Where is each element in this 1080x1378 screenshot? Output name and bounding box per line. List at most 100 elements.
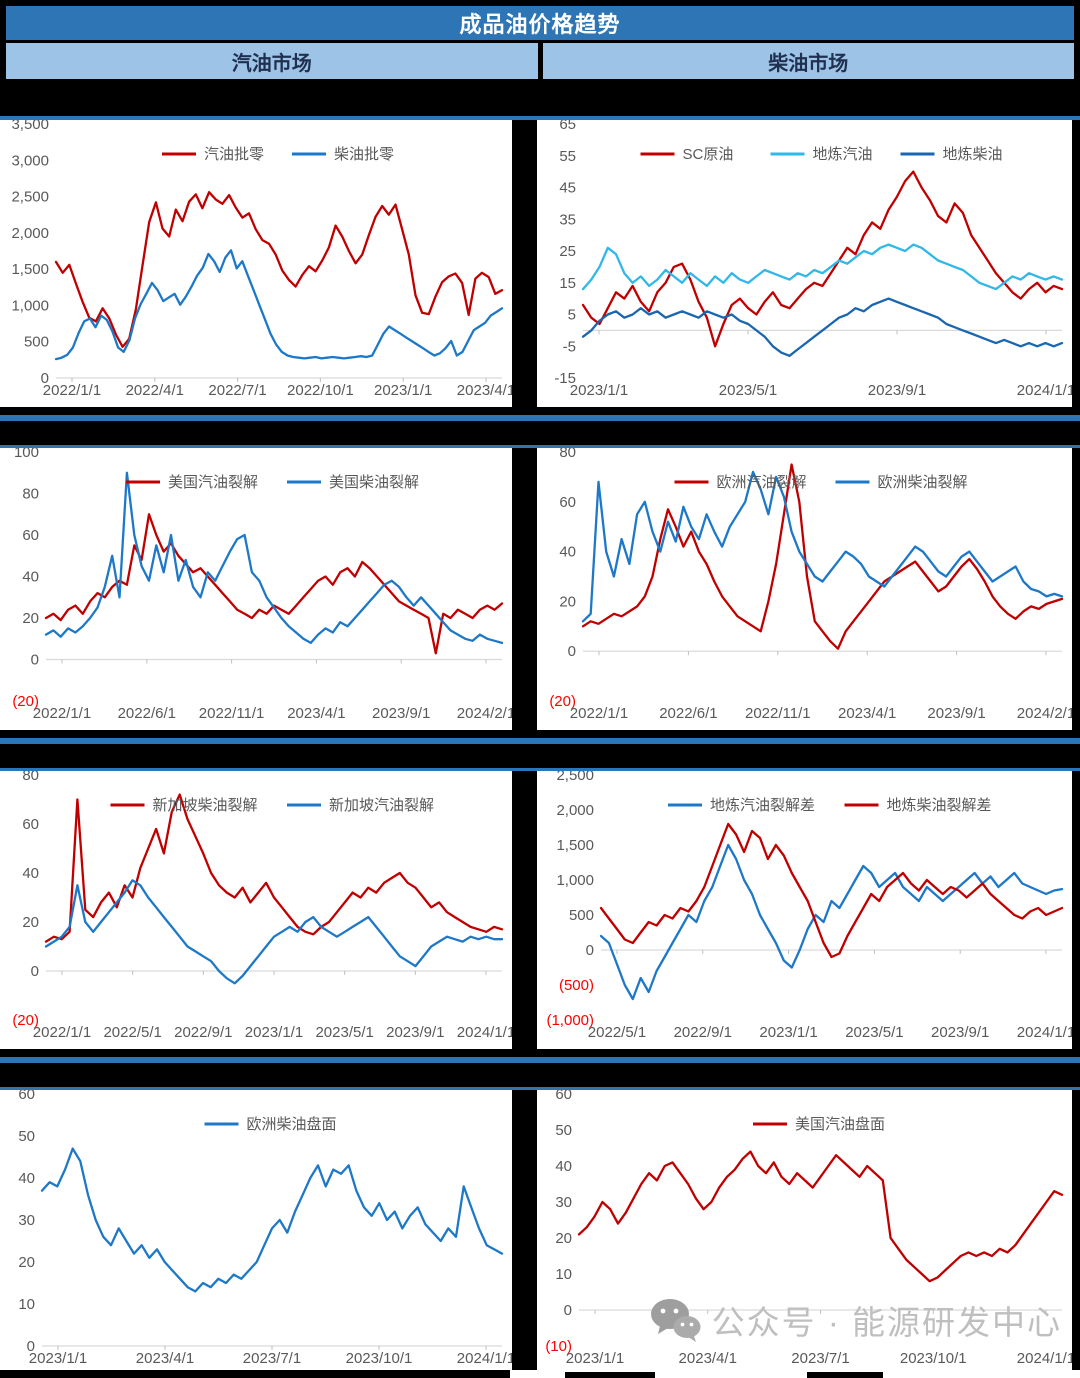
svg-text:2,000: 2,000 [11,225,49,242]
svg-text:地炼汽油: 地炼汽油 [813,146,873,163]
svg-text:2024/1/1: 2024/1/1 [1017,1024,1072,1041]
chart-cell-sc-crude: 65 55 45 35 25 15 5 -5 -15 2023/1/1 2023/5/1 2023/9… [537,120,1072,407]
svg-text:-15: -15 [554,370,576,387]
svg-text:30: 30 [555,1194,572,1211]
chart-cell-gasoline-wholesale: 3,500 3,000 2,500 2,000 1,500 1,000 500 0 2022/1… [0,120,512,407]
svg-text:3,500: 3,500 [11,120,49,133]
svg-text:2023/4/1: 2023/4/1 [136,1350,194,1367]
svg-text:35: 35 [559,211,576,228]
chart-cell-eu-crack: 80 60 40 20 0 (20) 2022/1/1 2022/6/1 2022/11/1 20… [537,448,1072,730]
svg-text:40: 40 [559,544,576,561]
svg-text:欧洲汽油裂解: 欧洲汽油裂解 [717,474,807,491]
chart-row-2: 100 80 60 40 20 0 (20) 2022/1/1 2022/6/1 2022/11/… [0,448,1080,730]
svg-text:(20): (20) [549,693,576,710]
svg-text:50: 50 [555,1122,572,1139]
svg-text:美国汽油盘面: 美国汽油盘面 [795,1115,885,1133]
column-headers: 汽油市场 柴油市场 [0,43,1080,79]
svg-text:2023/9/1: 2023/9/1 [927,705,985,722]
svg-text:20: 20 [555,1230,572,1247]
column-divider [512,771,537,1049]
outer-border-right [1072,120,1080,407]
svg-text:3,000: 3,000 [11,152,49,169]
svg-text:2022/1/1: 2022/1/1 [33,705,91,722]
svg-text:2022/10/1: 2022/10/1 [287,382,354,399]
svg-text:2023/1/1: 2023/1/1 [570,382,628,399]
svg-text:1,500: 1,500 [556,837,594,854]
chart-cell-us-crack: 100 80 60 40 20 0 (20) 2022/1/1 2022/6/1 2022/11/… [0,448,512,730]
svg-text:1,000: 1,000 [11,297,49,314]
svg-text:2023/10/1: 2023/10/1 [346,1350,413,1367]
svg-text:汽油批零: 汽油批零 [204,146,264,163]
svg-text:20: 20 [18,1254,35,1271]
chart-us-gasoline-board: 60 50 40 30 20 10 0 (10)2023/1/1 2023/4/1 2023/7/… [545,1090,1072,1367]
svg-text:60: 60 [22,527,39,544]
svg-text:15: 15 [559,275,576,292]
svg-text:2022/5/1: 2022/5/1 [588,1024,646,1041]
svg-text:-5: -5 [563,338,576,355]
svg-text:2023/9/1: 2023/9/1 [868,382,926,399]
svg-text:40: 40 [555,1158,572,1175]
svg-text:20: 20 [22,914,39,931]
chart-row-3: 80 60 40 20 0 (20) 2022/1/1 2022/5/1 2022/9/1 202… [0,771,1080,1049]
svg-text:1,000: 1,000 [556,872,594,889]
svg-text:2022/1/1: 2022/1/1 [43,382,101,399]
svg-text:2023/1/1: 2023/1/1 [759,1024,817,1041]
svg-text:2024/2/1: 2024/2/1 [457,705,512,722]
svg-text:0: 0 [31,652,39,669]
svg-text:2022/9/1: 2022/9/1 [174,1024,232,1041]
chart-sg-crack: 80 60 40 20 0 (20)2022/1/1 2022/5/1 2022/9/1 202… [12,771,512,1041]
svg-text:2,000: 2,000 [556,802,594,819]
svg-text:2023/1/1: 2023/1/1 [566,1350,624,1367]
row-separator-3 [0,1049,1080,1090]
svg-text:40: 40 [22,569,39,586]
svg-text:2024/2/1: 2024/2/1 [1017,705,1072,722]
svg-text:45: 45 [559,180,576,197]
chart-cell-refinery-spread: 2,500 2,000 1,500 1,000 500 0 (500) (1,000) 2022… [537,771,1072,1049]
svg-text:30: 30 [18,1212,35,1229]
svg-text:0: 0 [41,370,49,387]
bottom-border-bar [0,1370,510,1378]
chart-gasoline-wholesale-retail: 3,5003,0002,5002,0001,5001,00050002022/1… [11,120,512,399]
svg-text:5: 5 [568,307,576,324]
bottom-border-dash [807,1372,883,1378]
header-gasoline-market: 汽油市场 [6,43,538,79]
svg-text:(500): (500) [559,977,594,994]
svg-text:20: 20 [559,593,576,610]
svg-text:2023/1/1: 2023/1/1 [29,1350,87,1367]
svg-text:(10): (10) [545,1338,572,1355]
report-title-bar: 成品油价格趋势 [0,6,1080,40]
svg-text:55: 55 [559,148,576,165]
chart-eu-crack: 80 60 40 20 0 (20)2022/1/1 2022/6/1 2022/11/1 20… [549,448,1072,722]
svg-text:欧洲柴油盘面: 欧洲柴油盘面 [247,1115,337,1133]
svg-text:10: 10 [18,1296,35,1313]
svg-text:40: 40 [22,865,39,882]
row-separator-2 [0,730,1080,771]
svg-text:80: 80 [22,486,39,503]
svg-text:500: 500 [24,334,49,351]
svg-text:2024/1/1: 2024/1/1 [457,1024,512,1041]
outer-border-right [1072,448,1080,730]
bottom-border [0,1370,1080,1378]
outer-border-right [1072,1090,1080,1370]
redacted-title-band-row1 [0,79,1080,120]
svg-text:新加坡汽油裂解: 新加坡汽油裂解 [329,797,434,814]
svg-text:2023/5/1: 2023/5/1 [719,382,777,399]
title-header-divider [0,40,1080,43]
svg-text:1,500: 1,500 [11,261,49,278]
header-diesel-market: 柴油市场 [542,43,1074,79]
header-diesel-label: 柴油市场 [768,52,849,75]
svg-text:80: 80 [22,771,39,784]
page-title: 成品油价格趋势 [459,12,621,37]
svg-text:地炼柴油: 地炼柴油 [943,146,1003,163]
svg-text:2023/5/1: 2023/5/1 [315,1024,373,1041]
outer-border-right [1072,771,1080,1049]
svg-text:SC原油: SC原油 [683,146,734,163]
svg-text:2,500: 2,500 [11,189,49,206]
svg-text:60: 60 [18,1090,35,1103]
svg-text:2,500: 2,500 [556,771,594,784]
svg-text:2023/4/1: 2023/4/1 [287,705,345,722]
bottom-border-dash [565,1372,655,1378]
chart-us-crack: 100 80 60 40 20 0 (20)2022/1/1 2022/6/1 2022/11/… [12,448,512,722]
